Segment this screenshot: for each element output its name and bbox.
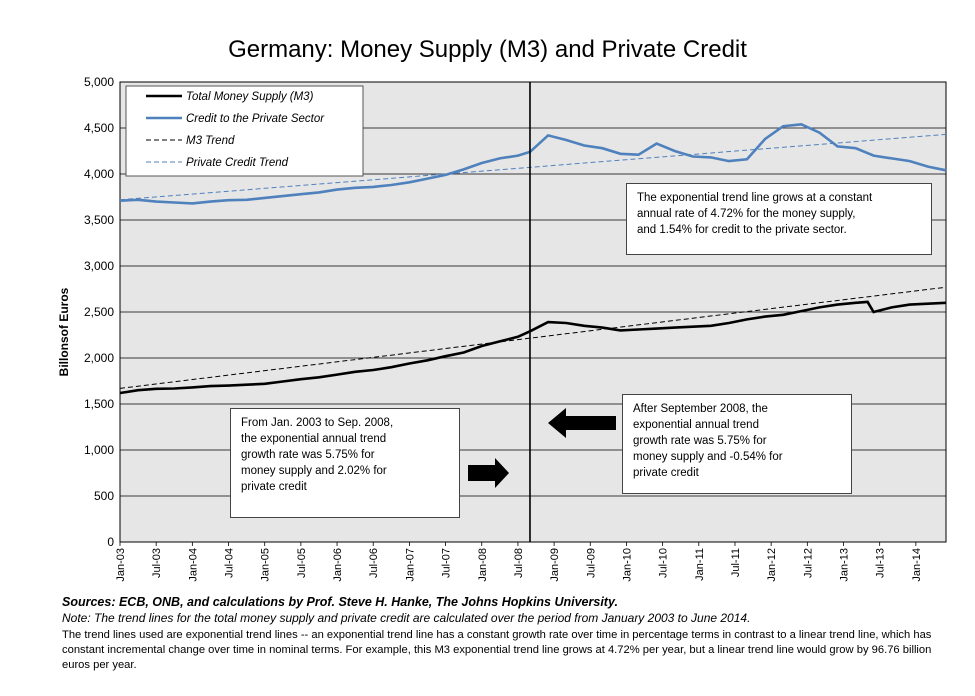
- y-tick-label: 1,500: [84, 397, 114, 411]
- legend: Total Money Supply (M3) Credit to the Pri…: [125, 85, 364, 177]
- chart: 0 500 1,000 1,500 2,000 2,500 3,000 3,500 4,000 4…: [57, 75, 947, 582]
- sources-text: Sources: ECB, ONB, and calculations by P…: [62, 595, 618, 609]
- series-line-0: [119, 300, 947, 395]
- legend-box: [125, 85, 364, 177]
- x-tick-label: Jul-08: [513, 548, 525, 578]
- x-tick-label: Jan-04: [187, 548, 199, 582]
- x-tick-label: Jan-13: [839, 548, 851, 582]
- legend-label: M3 Trend: [186, 135, 235, 147]
- x-tick-label: Jul-05: [296, 548, 308, 578]
- y-tick-label: 4,000: [84, 167, 114, 181]
- x-tick-label: Jan-05: [260, 548, 272, 582]
- x-tick-label: Jan-06: [332, 548, 344, 582]
- x-tick-label: Jul-13: [875, 548, 887, 578]
- x-tick-label: Jan-14: [911, 548, 923, 582]
- y-tick-label: 5,000: [84, 75, 114, 89]
- y-tick-label: 3,000: [84, 259, 114, 273]
- arrow-left-icon: [548, 408, 616, 438]
- x-tick-label: Jan-11: [694, 548, 706, 581]
- y-tick-label: 2,000: [84, 351, 114, 365]
- y-tick-label: 2,500: [84, 305, 114, 319]
- annotation-before-2008: From Jan. 2003 to Sep. 2008, the exponen…: [230, 408, 460, 518]
- x-tick-label: Jul-11: [730, 548, 742, 577]
- x-tick-label: Jan-08: [477, 548, 489, 582]
- series-line-2: [119, 286, 947, 389]
- annotation-after-2008: After September 2008, the exponential an…: [622, 394, 852, 494]
- note-text: Note: The trend lines for the total mone…: [62, 611, 751, 625]
- x-tick-label: Jan-09: [549, 548, 561, 582]
- series-line-3: [119, 133, 947, 201]
- x-tick-label: Jan-07: [404, 548, 416, 582]
- y-tick-label: 1,000: [84, 443, 114, 457]
- x-tick-label: Jul-07: [441, 548, 453, 578]
- y-tick-label: 3,500: [84, 213, 114, 227]
- x-tick-label: Jul-03: [151, 548, 163, 578]
- y-tick-label: 4,500: [84, 121, 114, 135]
- arrow-right-icon: [468, 458, 509, 488]
- x-tick-label: Jul-04: [224, 548, 236, 578]
- x-tick-label: Jul-09: [585, 548, 597, 578]
- y-tick-label: 500: [94, 489, 114, 503]
- footer-body-text: The trend lines used are exponential tre…: [62, 629, 932, 671]
- x-tick-label: Jan-12: [766, 548, 778, 582]
- legend-label: Credit to the Private Sector: [186, 113, 325, 125]
- legend-label: Total Money Supply (M3): [186, 91, 314, 103]
- x-tick-label: Jul-10: [658, 548, 670, 578]
- x-tick-label: Jul-12: [802, 548, 814, 578]
- y-axis-label: Billonsof Euros: [57, 287, 71, 376]
- x-tick-label: Jan-10: [621, 548, 633, 582]
- x-tick-label: Jul-06: [368, 548, 380, 578]
- legend-label: Private Credit Trend: [186, 157, 289, 169]
- y-tick-label: 0: [107, 535, 114, 549]
- annotation-trend-rates: The exponential trend line grows at a co…: [626, 183, 932, 255]
- chart-title: Germany: Money Supply (M3) and Private C…: [228, 36, 747, 63]
- x-tick-label: Jan-03: [115, 548, 127, 582]
